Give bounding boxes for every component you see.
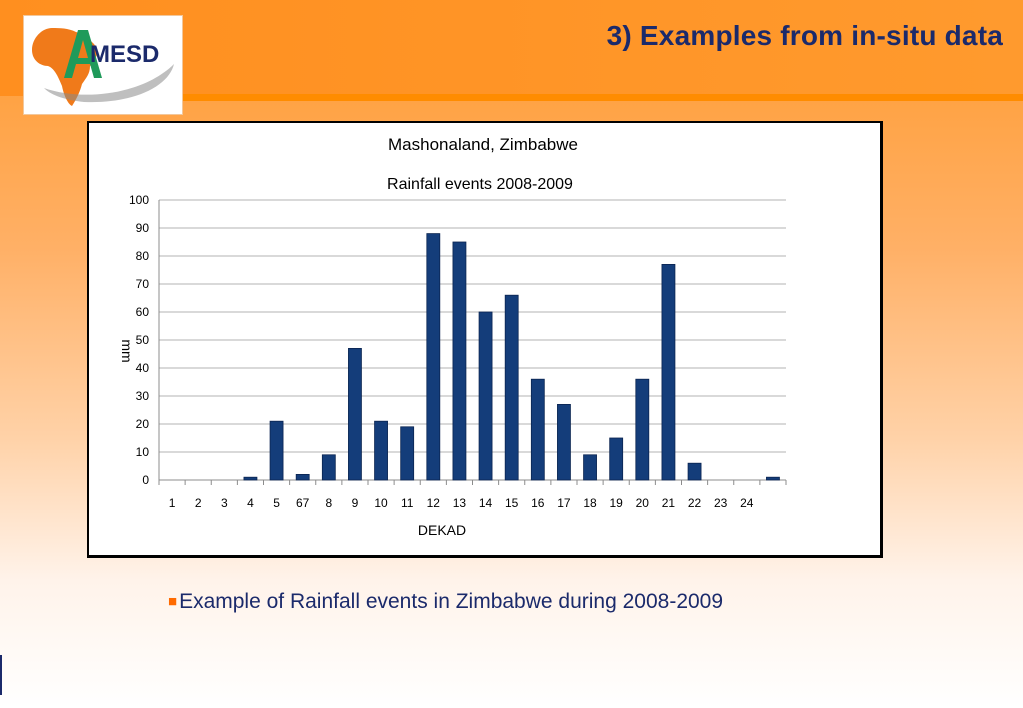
y-tick-label: 50	[136, 333, 150, 347]
rainfall-chart: Mashonaland, Zimbabwe Rainfall events 20…	[87, 121, 883, 558]
chart-title: Mashonaland, Zimbabwe	[388, 135, 578, 154]
y-tick-label: 60	[136, 305, 150, 319]
bar	[452, 241, 467, 481]
bar	[295, 473, 310, 481]
x-tick-label: 9	[352, 496, 359, 510]
bar	[635, 378, 650, 481]
bar-series	[243, 233, 780, 481]
bar	[530, 378, 545, 481]
y-tick-label: 30	[136, 389, 150, 403]
y-tick-label: 0	[142, 473, 149, 487]
logo-text: MESD	[90, 41, 159, 68]
bar	[504, 294, 519, 481]
slide-caption: ■Example of Rainfall events in Zimbabwe …	[168, 590, 723, 614]
bar	[426, 233, 441, 481]
y-tick-label: 90	[136, 221, 150, 235]
x-tick-label: 2	[195, 496, 202, 510]
x-tick-label: 3	[221, 496, 228, 510]
x-tick-label: 1	[169, 496, 176, 510]
x-tick-label: 18	[583, 496, 597, 510]
bar	[243, 476, 258, 481]
x-tick-label: 24	[740, 496, 754, 510]
y-tick-label: 70	[136, 277, 150, 291]
bar	[374, 420, 388, 481]
header-divider	[181, 94, 1023, 101]
bar	[478, 311, 493, 481]
x-tick-label: 20	[636, 496, 650, 510]
bar	[321, 454, 336, 481]
left-edge-accent	[0, 655, 2, 695]
bar	[583, 454, 597, 481]
bar	[557, 403, 571, 481]
y-tick-label: 20	[136, 417, 150, 431]
x-tick-label: 23	[714, 496, 728, 510]
y-tick-label: 40	[136, 361, 150, 375]
bar	[269, 420, 284, 481]
y-tick-label: 80	[136, 249, 150, 263]
bar	[687, 462, 702, 481]
x-tick-label: 17	[557, 496, 571, 510]
grid-lines	[158, 199, 787, 485]
x-tick-label: 4	[247, 496, 254, 510]
x-tick-label: 67	[296, 496, 310, 510]
logo-letter-a-icon	[64, 30, 102, 78]
bar	[766, 476, 780, 481]
slide-title: 3) Examples from in-situ data	[606, 20, 1003, 51]
y-axis-label: mm	[119, 339, 135, 362]
x-tick-label: 15	[505, 496, 519, 510]
caption-text: Example of Rainfall events in Zimbabwe d…	[179, 590, 724, 613]
x-tick-label: 12	[427, 496, 441, 510]
chart-subtitle: Rainfall events 2008-2009	[387, 176, 573, 193]
x-tick-label: 21	[662, 496, 676, 510]
bar	[661, 263, 676, 481]
y-tick-label: 10	[136, 445, 150, 459]
bar	[400, 426, 415, 481]
x-axis-label: DEKAD	[418, 522, 466, 538]
bar	[609, 437, 624, 481]
x-tick-label: 22	[688, 496, 702, 510]
x-tick-label: 11	[401, 496, 414, 510]
x-tick-label: 8	[325, 496, 332, 510]
x-tick-label: 10	[374, 496, 388, 510]
bar	[348, 347, 362, 481]
swoosh-icon	[44, 64, 174, 103]
x-tick-label: 14	[479, 496, 493, 510]
x-tick-label: 5	[273, 496, 280, 510]
caption-bullet: ■	[168, 593, 178, 610]
x-tick-label: 16	[531, 496, 545, 510]
x-tick-label: 19	[610, 496, 624, 510]
amesd-logo: MESD	[23, 15, 183, 115]
x-tick-label: 13	[453, 496, 467, 510]
chart-svg: Mashonaland, Zimbabwe Rainfall events 20…	[119, 135, 787, 538]
y-tick-label: 100	[129, 193, 149, 207]
